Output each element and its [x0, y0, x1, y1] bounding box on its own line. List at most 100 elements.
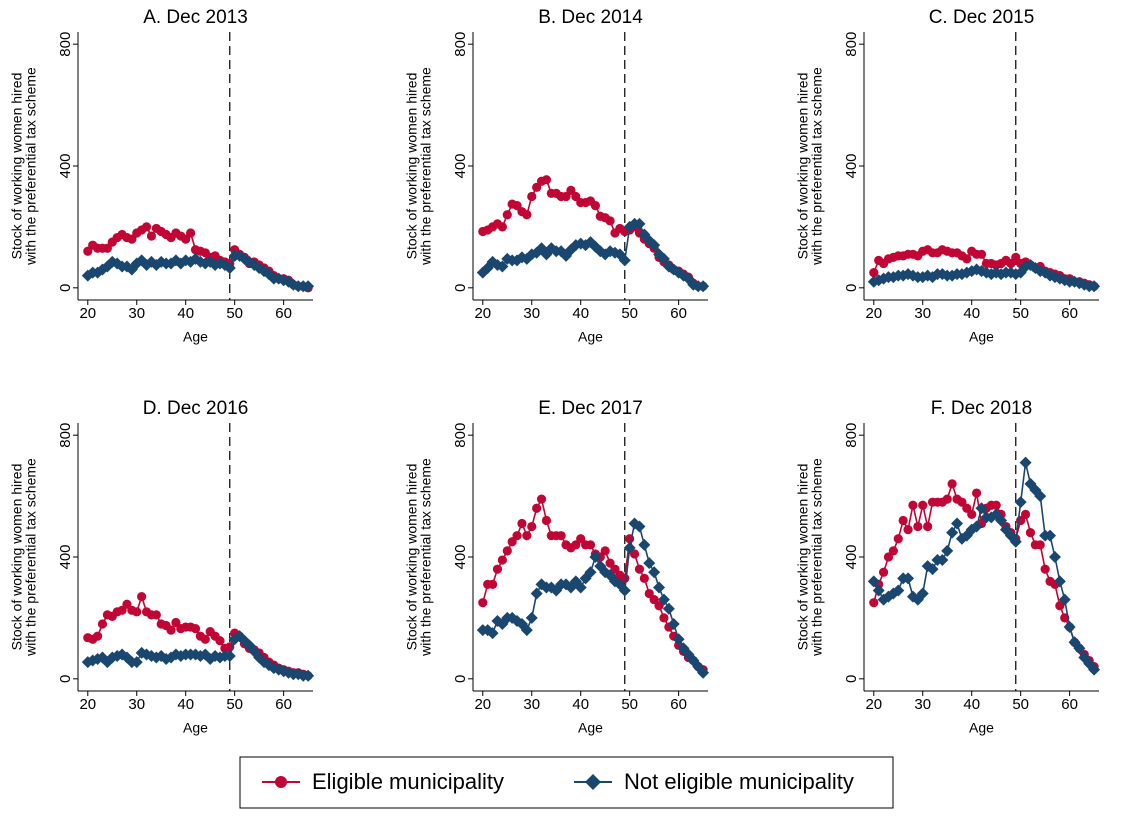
point: [659, 613, 669, 623]
x-tick-label: 40: [963, 696, 980, 713]
x-tick-label: 20: [474, 305, 491, 322]
panel-title: E. Dec 2017: [538, 398, 643, 419]
point: [541, 515, 552, 526]
y-tick-label: 400: [452, 544, 469, 569]
point: [995, 514, 1008, 527]
series-line: [873, 462, 1095, 671]
x-tick-label: 50: [1012, 305, 1029, 322]
point: [697, 666, 710, 679]
point: [1014, 496, 1027, 509]
point: [502, 210, 512, 220]
point: [1088, 280, 1101, 293]
point: [888, 546, 898, 556]
point: [967, 509, 977, 519]
y-axis-label: Stock of working women hired: [795, 73, 811, 260]
legend-marker: [275, 776, 287, 788]
y-axis-label: Stock of working women hired: [404, 464, 420, 651]
x-tick-label: 30: [523, 696, 540, 713]
point: [520, 624, 533, 637]
y-axis-label: Stock of working women hired: [9, 464, 25, 651]
y-axis-label: with the preferential tax scheme: [23, 67, 39, 266]
x-tick-label: 50: [1012, 696, 1029, 713]
panel-title: C. Dec 2015: [929, 7, 1035, 28]
y-axis-label: with the preferential tax scheme: [23, 458, 39, 657]
y-axis-label: with the preferential tax scheme: [809, 458, 825, 657]
point: [908, 500, 918, 510]
point: [618, 254, 631, 267]
point: [913, 521, 923, 532]
point: [186, 228, 196, 238]
point: [951, 517, 964, 530]
point: [970, 520, 983, 533]
y-tick-label: 800: [843, 32, 860, 57]
y-tick-label: 400: [57, 153, 74, 178]
point: [130, 656, 143, 669]
x-tick-label: 20: [79, 696, 96, 713]
point: [532, 503, 542, 513]
point: [1009, 535, 1022, 548]
point: [872, 584, 885, 597]
point: [589, 551, 602, 563]
point: [478, 598, 488, 608]
x-tick-label: 40: [572, 305, 589, 322]
point: [527, 521, 537, 532]
point: [604, 245, 617, 258]
x-tick-label: 50: [621, 305, 638, 322]
y-tick-label: 800: [843, 423, 860, 448]
point: [962, 254, 972, 264]
point: [643, 557, 656, 570]
point: [1044, 529, 1057, 542]
point: [697, 280, 710, 293]
point: [976, 249, 987, 259]
point: [936, 554, 949, 567]
legend: Eligible municipality Not eligible munic…: [239, 756, 894, 809]
point: [1035, 540, 1045, 550]
point: [527, 191, 537, 202]
legend-box: [239, 756, 894, 809]
y-tick-label: 0: [57, 284, 74, 292]
point: [497, 222, 507, 232]
point: [1055, 601, 1065, 611]
point: [223, 262, 236, 275]
point: [1048, 551, 1061, 563]
x-tick-label: 50: [226, 696, 243, 713]
point: [594, 245, 607, 258]
series-line: [482, 223, 704, 288]
panel-title: A. Dec 2013: [143, 7, 248, 28]
x-axis-label: Age: [969, 720, 994, 736]
point: [892, 584, 905, 597]
point: [942, 494, 952, 504]
point: [574, 581, 587, 594]
point: [633, 217, 646, 230]
y-tick-label: 0: [57, 675, 74, 683]
point: [657, 593, 670, 606]
point: [141, 222, 152, 232]
point: [639, 573, 649, 583]
x-tick-label: 60: [275, 305, 292, 322]
point: [517, 518, 527, 529]
point: [200, 634, 210, 644]
point: [633, 520, 646, 533]
point: [654, 601, 664, 611]
point: [512, 531, 522, 541]
point: [662, 602, 675, 615]
y-tick-label: 800: [452, 423, 469, 448]
y-axis-label: with the preferential tax scheme: [418, 67, 434, 266]
x-tick-label: 20: [865, 305, 882, 322]
point: [672, 633, 685, 646]
point: [166, 625, 176, 635]
panel: A. Dec 2013 20 30 40 50 60 0 400 800 Age Stock of …: [9, 7, 315, 345]
panel-title: B. Dec 2014: [538, 7, 643, 28]
y-tick-label: 0: [843, 675, 860, 683]
y-tick-label: 800: [57, 32, 74, 57]
x-tick-label: 50: [621, 696, 638, 713]
point: [223, 649, 236, 662]
point: [991, 500, 1001, 510]
point: [1034, 490, 1047, 503]
x-axis-label: Age: [183, 720, 208, 736]
point: [653, 581, 666, 594]
x-tick-label: 60: [670, 696, 687, 713]
point: [97, 619, 108, 629]
point: [486, 627, 499, 640]
